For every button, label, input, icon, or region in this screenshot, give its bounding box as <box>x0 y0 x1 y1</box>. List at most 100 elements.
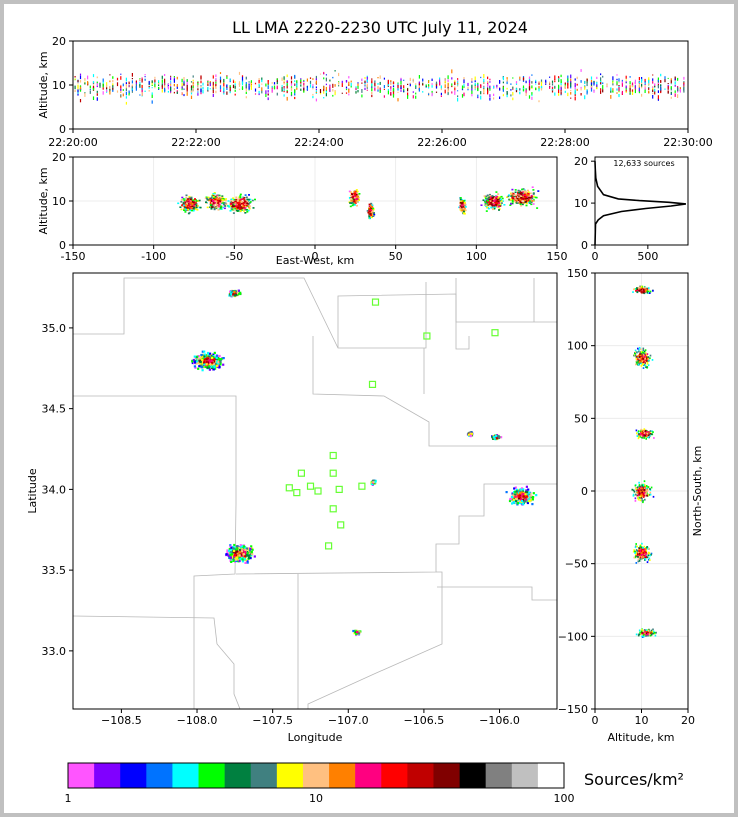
ew-source-mark <box>245 196 248 199</box>
time-source-mark <box>158 84 160 86</box>
ew-source-mark <box>368 217 371 219</box>
time-source-mark <box>670 82 672 84</box>
longitude-tick-label: −106.5 <box>404 714 445 727</box>
map-source-mark <box>522 488 525 491</box>
ew-source-mark <box>231 204 234 207</box>
ew-source-mark <box>525 193 528 196</box>
time-source-mark <box>200 76 202 80</box>
map-source-mark <box>226 549 229 552</box>
ew-source-mark <box>518 201 521 204</box>
time-source-mark <box>683 76 685 80</box>
ew-source-mark <box>373 212 375 214</box>
time-source-mark <box>309 80 312 84</box>
time-source-mark <box>92 81 95 84</box>
time-source-mark <box>371 80 373 84</box>
map-source-mark <box>244 561 247 564</box>
time-source-mark <box>447 83 449 87</box>
time-source-mark <box>74 85 76 90</box>
time-source-mark <box>79 88 82 92</box>
ns-source-mark <box>644 433 647 436</box>
time-source-mark <box>241 81 244 86</box>
ew-source-mark <box>248 205 251 208</box>
time-source-mark <box>570 74 572 79</box>
ns-source-mark <box>644 354 646 356</box>
station-marker <box>491 329 499 337</box>
ew-source-mark <box>207 196 210 199</box>
time-source-mark <box>125 82 127 84</box>
time-source-mark <box>139 79 141 81</box>
ew-source-mark <box>484 203 487 205</box>
ew-source-mark <box>496 202 499 205</box>
time-source-mark <box>574 89 576 93</box>
ew-source-mark <box>177 202 180 205</box>
ns-source-mark <box>636 435 639 437</box>
time-source-mark <box>489 97 491 101</box>
time-source-mark <box>151 92 153 95</box>
ew-source-mark <box>191 200 194 203</box>
ew-source-mark <box>353 198 356 201</box>
ns-source-mark <box>635 429 638 432</box>
time-source-mark <box>677 86 679 88</box>
time-source-mark <box>493 86 495 89</box>
time-source-mark <box>457 90 459 92</box>
time-source-mark <box>551 80 554 83</box>
time-source-mark <box>361 94 363 98</box>
time-source-mark <box>545 82 547 84</box>
time-source-mark <box>338 85 340 87</box>
time-source-mark <box>364 80 366 83</box>
time-source-mark <box>131 86 133 89</box>
ew-source-mark <box>533 195 535 198</box>
ew-source-mark <box>189 200 192 202</box>
time-source-mark <box>574 86 576 90</box>
ew-source-mark <box>241 198 243 200</box>
ew-source-mark <box>239 195 242 197</box>
ew-source-mark <box>354 200 357 202</box>
map-source-mark <box>518 494 521 497</box>
ew-source-mark <box>249 198 252 201</box>
ew-source-mark <box>246 198 249 201</box>
time-source-mark <box>332 94 334 97</box>
time-source-mark <box>383 95 385 98</box>
time-source-mark <box>590 80 593 83</box>
time-source-mark <box>390 86 392 89</box>
time-source-mark <box>580 88 582 91</box>
time-source-mark <box>439 81 441 86</box>
time-source-mark <box>170 84 172 86</box>
ns-source-mark <box>637 363 640 366</box>
map-source-mark <box>210 356 214 360</box>
time-source-mark <box>379 89 381 93</box>
map-source-mark <box>514 490 517 493</box>
ew-source-mark <box>244 194 247 196</box>
ew-source-mark <box>529 202 532 204</box>
ew-source-mark <box>184 206 187 209</box>
time-source-mark <box>454 86 456 89</box>
time-source-mark <box>139 81 141 86</box>
map-source-mark <box>531 503 534 506</box>
time-source-mark <box>254 88 257 92</box>
time-source-mark <box>616 92 618 94</box>
plan-view-sources <box>191 289 538 637</box>
map-source-mark <box>210 355 213 358</box>
ew-source-mark <box>372 214 374 216</box>
ew-source-mark <box>180 208 183 211</box>
time-source-mark <box>641 82 643 86</box>
ew-source-mark <box>461 200 464 202</box>
map-source-mark <box>526 501 529 505</box>
time-source-mark <box>223 83 225 87</box>
map-source-mark <box>203 359 206 362</box>
ew-source-mark <box>531 197 534 200</box>
ns-source-mark <box>644 290 647 292</box>
time-source-mark <box>483 78 485 83</box>
ew-source-mark <box>520 204 523 207</box>
ew-altitude-xlabel: East-West, km <box>276 254 354 267</box>
map-source-mark <box>237 551 240 554</box>
time-source-mark <box>96 90 98 93</box>
time-source-mark <box>400 80 402 85</box>
ns-source-mark <box>637 361 639 364</box>
time-source-mark <box>323 89 325 92</box>
ns-source-mark <box>641 497 643 500</box>
time-source-mark <box>560 89 562 92</box>
map-source-mark <box>243 558 246 561</box>
time-source-mark <box>215 81 217 84</box>
time-source-mark <box>170 80 172 85</box>
